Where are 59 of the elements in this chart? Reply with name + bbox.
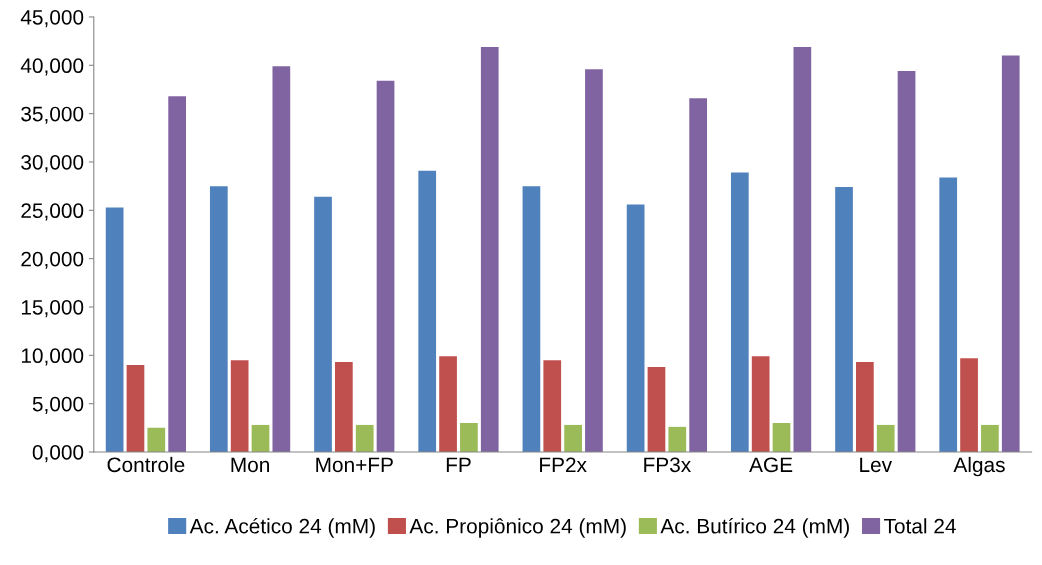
y-tick-label: 10,000	[21, 348, 84, 366]
x-tick-label: FP	[446, 457, 471, 472]
bar	[439, 356, 457, 452]
bar	[835, 187, 853, 452]
bar	[772, 423, 791, 452]
y-tick-label: 15,000	[21, 299, 84, 318]
y-tick-label: 25,000	[21, 203, 84, 221]
bar	[647, 366, 666, 452]
bar	[981, 424, 999, 452]
y-tick-label: 40,000	[20, 58, 84, 76]
bar	[543, 360, 562, 452]
bar	[960, 358, 978, 452]
bar	[355, 424, 374, 452]
bar	[564, 424, 582, 452]
bar	[314, 196, 332, 452]
bar	[126, 364, 145, 452]
y-tick-label: 45,000	[20, 9, 84, 28]
bar	[668, 426, 687, 452]
bar	[856, 362, 874, 452]
legend-label: Ac. Butírico 24 (mM)	[660, 518, 849, 538]
bar	[1001, 55, 1020, 452]
legend-label: Total 24	[884, 518, 956, 534]
bar	[335, 362, 353, 452]
y-tick-label: 30,000	[21, 154, 84, 173]
bar	[626, 204, 645, 452]
bar	[168, 96, 186, 452]
bar	[939, 177, 958, 452]
legend-label: Ac. Propiônico 24 (mM)	[409, 518, 626, 538]
x-tick-label: Controle	[107, 456, 185, 473]
y-tick-label: 0,000	[32, 445, 84, 463]
bar	[230, 360, 249, 452]
bar	[460, 423, 478, 452]
x-tick-label: FP2x	[540, 457, 587, 472]
x-tick-label: Algas	[953, 456, 1005, 477]
bar	[522, 186, 541, 452]
x-tick-label: Mon	[231, 457, 269, 473]
bar	[689, 98, 707, 452]
bar	[209, 186, 228, 452]
bar	[480, 46, 499, 452]
legend-label: Ac. Acético 24 (mM)	[189, 518, 375, 538]
bar	[730, 172, 749, 452]
y-tick-label: 5,000	[32, 396, 84, 414]
bar	[272, 66, 291, 452]
bar	[251, 424, 270, 452]
bar	[585, 69, 603, 452]
x-tick-label: Lev	[860, 457, 892, 473]
bar	[418, 170, 437, 452]
y-tick-label: 20,000	[21, 251, 84, 269]
x-tick-label: AGE	[749, 457, 793, 473]
bar	[147, 427, 166, 452]
bar	[897, 71, 916, 452]
y-tick-label: 35,000	[21, 106, 84, 124]
x-tick-label: FP3x	[644, 457, 691, 473]
x-tick-label: Mon+FP	[316, 457, 393, 473]
bar	[376, 80, 395, 452]
bar	[751, 356, 770, 452]
bar	[105, 207, 124, 452]
bar	[793, 46, 812, 452]
bar	[876, 424, 895, 452]
